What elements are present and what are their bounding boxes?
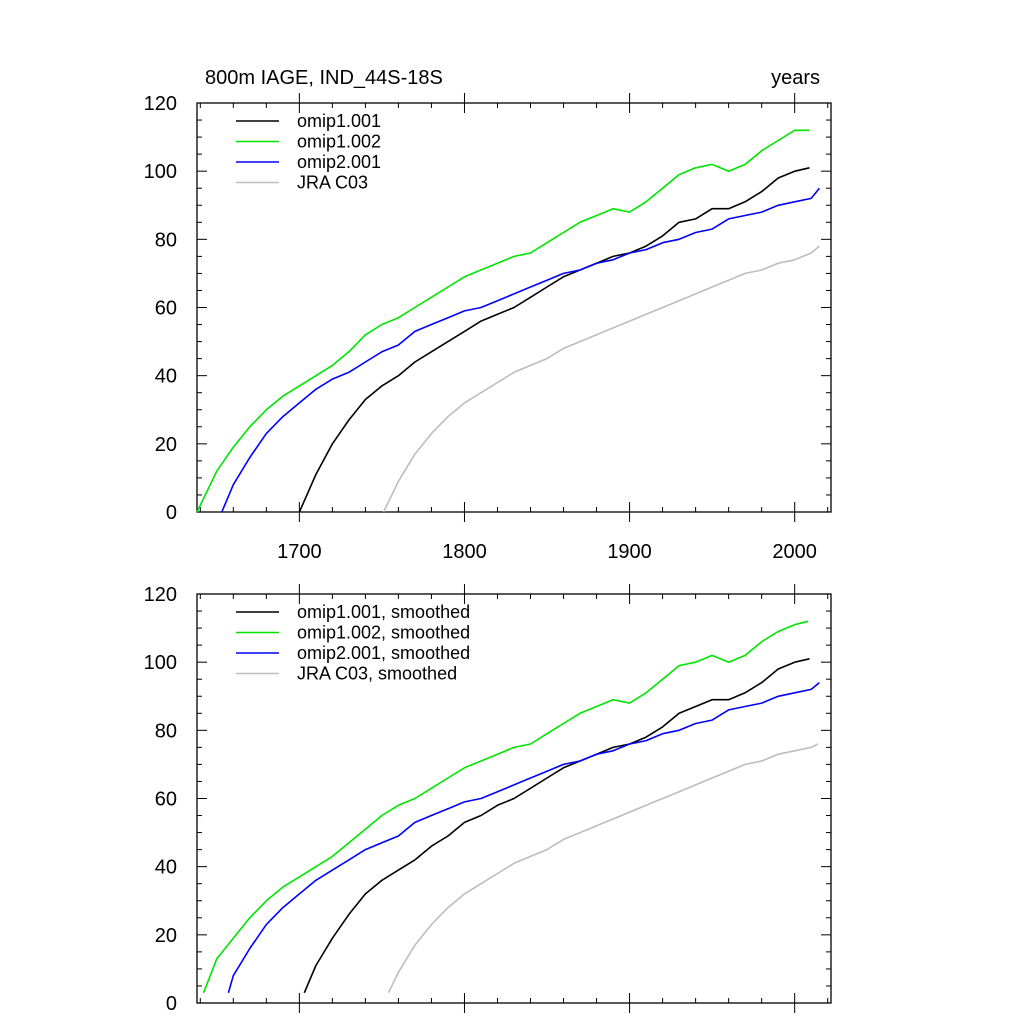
y-tick-label: 80 <box>155 720 177 742</box>
legend-label-0: omip1.001, smoothed <box>297 602 470 622</box>
y-tick-label: 40 <box>155 366 177 388</box>
series-line-1 <box>196 129 810 513</box>
y-tick-label: 100 <box>144 161 177 183</box>
x-tick-label: 2000 <box>772 541 817 563</box>
legend-label-2: omip2.001 <box>297 152 381 172</box>
y-tick-label: 0 <box>166 502 177 524</box>
chart-title: 800m IAGE, IND_44S-18S <box>205 67 443 89</box>
y-tick-label: 120 <box>144 93 177 115</box>
series-line-3 <box>382 245 820 513</box>
series-line-0 <box>303 658 810 994</box>
x-tick-label: 1900 <box>607 541 652 563</box>
y-tick-label: 20 <box>155 434 177 456</box>
series-line-0 <box>298 167 810 513</box>
y-tick-label: 100 <box>144 652 177 674</box>
legend-label-2: omip2.001, smoothed <box>297 643 470 663</box>
y-tick-label: 20 <box>155 925 177 947</box>
y-tick-label: 0 <box>166 993 177 1015</box>
bottom-panel: 0 20 40 60 80 100 120 omip1.001, smoothedomip1.… <box>144 584 832 1015</box>
legend-label-1: omip1.002 <box>297 132 381 152</box>
y-tick-label: 40 <box>155 857 177 879</box>
legend-label-3: JRA C03, smoothed <box>297 664 457 684</box>
legend-label-0: omip1.001 <box>297 111 381 131</box>
y-tick-label: 60 <box>155 789 177 811</box>
top-panel: 800m IAGE, IND_44S-18S years 0 20 40 60 80 10… <box>144 67 832 563</box>
legend-label-3: JRA C03 <box>297 173 368 193</box>
series-line-2 <box>221 187 821 513</box>
x-tick-label: 1700 <box>277 541 322 563</box>
series-line-1 <box>202 620 809 994</box>
y-tick-label: 120 <box>144 584 177 606</box>
units-label: years <box>771 67 820 89</box>
series-line-2 <box>227 681 820 994</box>
y-tick-label: 80 <box>155 229 177 251</box>
series-line-3 <box>387 743 819 994</box>
x-tick-label: 1800 <box>442 541 487 563</box>
legend-label-1: omip1.002, smoothed <box>297 623 470 643</box>
y-tick-label: 60 <box>155 298 177 320</box>
